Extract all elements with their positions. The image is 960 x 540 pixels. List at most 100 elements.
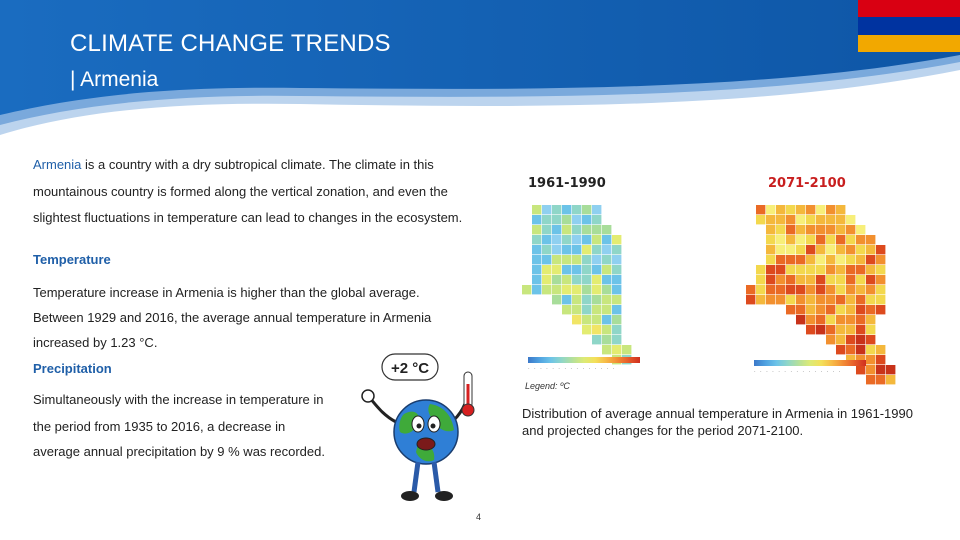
map-cell [592, 285, 602, 295]
map-cell [592, 265, 602, 275]
map-cell [846, 225, 856, 235]
map-cell [562, 285, 572, 295]
map-cell [532, 245, 542, 255]
map-cell [796, 215, 806, 225]
map-cell [582, 225, 592, 235]
map-cell [856, 225, 866, 235]
map-cell [582, 205, 592, 215]
map-cell [816, 215, 826, 225]
map-cell [846, 215, 856, 225]
map-cell [816, 305, 826, 315]
scale-ticks-projection: · · · · · · · · · · · · · · · [754, 369, 842, 375]
map-cell [786, 225, 796, 235]
map-cell [826, 215, 836, 225]
map-cell [866, 245, 876, 255]
intro-highlight: Armenia [33, 157, 82, 172]
map-cell [806, 265, 816, 275]
color-scale-baseline [528, 357, 640, 363]
map-cell [876, 285, 886, 295]
map-cell [612, 315, 622, 325]
map-cell [592, 215, 602, 225]
map-cell [592, 235, 602, 245]
map-cell [756, 275, 766, 285]
page-title: CLIMATE CHANGE TRENDS [70, 30, 391, 57]
flag-stripe-red [858, 0, 960, 18]
map-cell [826, 275, 836, 285]
map-cell [552, 245, 562, 255]
map-cell [826, 315, 836, 325]
map-cell [816, 295, 826, 305]
map-cell [542, 215, 552, 225]
map-cell [582, 275, 592, 285]
map-cell [856, 355, 866, 365]
map-cell [786, 205, 796, 215]
map-cell [602, 325, 612, 335]
map-cell [582, 295, 592, 305]
map-cell [602, 345, 612, 355]
precipitation-line-2: the period from 1935 to 2016, a decrease… [33, 419, 286, 434]
map-cell [542, 225, 552, 235]
map-cell [836, 225, 846, 235]
map-cell [592, 325, 602, 335]
period-label-projection: 2071-2100 [768, 176, 846, 191]
map-cell [776, 255, 786, 265]
intro-line-2: mountainous country is formed along the … [33, 184, 448, 199]
map-cell [806, 245, 816, 255]
map-cell [786, 305, 796, 315]
map-cell [532, 235, 542, 245]
map-cell [876, 365, 886, 375]
map-cell [826, 305, 836, 315]
map-cell [552, 285, 562, 295]
map-cell [856, 255, 866, 265]
map-cell [562, 215, 572, 225]
map-cell [786, 275, 796, 285]
map-cell [846, 355, 856, 365]
map-cell [876, 295, 886, 305]
map-cell [866, 325, 876, 335]
map-cell [806, 235, 816, 245]
map-cell [856, 325, 866, 335]
map-cell [572, 225, 582, 235]
map-cell [786, 215, 796, 225]
map-cell [876, 345, 886, 355]
precipitation-line-3: average annual precipitation by 9 % was … [33, 444, 325, 459]
map-cell [856, 235, 866, 245]
map-cell [806, 315, 816, 325]
map-cell [866, 265, 876, 275]
map-cell [602, 295, 612, 305]
map-cell [766, 275, 776, 285]
map-cell [846, 325, 856, 335]
map-cell [836, 315, 846, 325]
map-cell [562, 235, 572, 245]
map-cell [562, 305, 572, 315]
map-cell [816, 255, 826, 265]
map-cell [776, 245, 786, 255]
map-cell [826, 285, 836, 295]
map-cell [562, 295, 572, 305]
scale-ticks-baseline: · · · · · · · · · · · · · · · [528, 366, 616, 372]
map-cell [866, 275, 876, 285]
map-cell [846, 315, 856, 325]
map-legend: Legend: ºC [525, 381, 570, 391]
map-cell [786, 265, 796, 275]
map-cell [542, 205, 552, 215]
map-cell [766, 205, 776, 215]
map-cell [766, 215, 776, 225]
map-cell [856, 285, 866, 295]
map-cell [602, 235, 612, 245]
map-cell [806, 225, 816, 235]
map-cell [836, 335, 846, 345]
map-cell [572, 295, 582, 305]
map-cell [856, 335, 866, 345]
map-cell [622, 345, 632, 355]
map-cell [562, 255, 572, 265]
map-cell [612, 335, 622, 345]
map-cell [796, 205, 806, 215]
map-cell [776, 295, 786, 305]
map-cell [602, 285, 612, 295]
map-cell [816, 225, 826, 235]
map-cell [572, 215, 582, 225]
map-cell [876, 355, 886, 365]
map-cell [826, 325, 836, 335]
map-cell [846, 255, 856, 265]
